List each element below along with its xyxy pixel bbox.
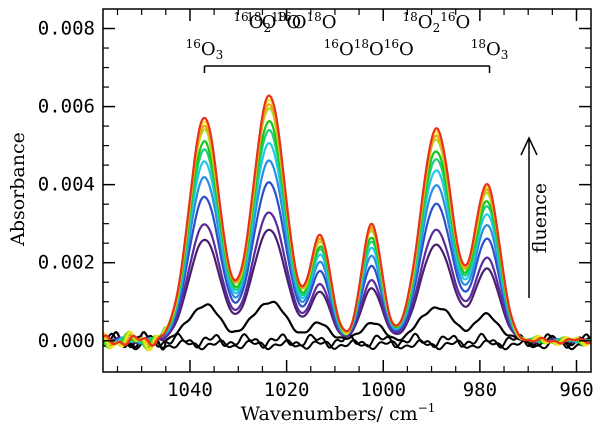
isotopomer-label-part: O <box>322 12 337 33</box>
x-tick-label: 980 <box>463 379 497 401</box>
plot-frame <box>102 8 592 373</box>
isotopomer-label-part: O <box>399 39 414 60</box>
isotopomer-label-part: 18 <box>271 10 286 24</box>
isotopomer-label-part: O <box>369 39 384 60</box>
isotopomer-label-part: 16 <box>440 10 455 24</box>
baseline-trace <box>103 339 591 351</box>
isotopomer-label: 18O16O18O <box>246 10 336 33</box>
isotopomer-label-part: O <box>486 39 501 60</box>
series-line <box>103 94 591 347</box>
x-axis-label-text: Wavenumbers/ cm <box>241 403 418 425</box>
isotopomer-label-part: 18 <box>403 10 418 24</box>
isotopomer-label-part: 16 <box>276 10 291 24</box>
isotopomer-label-part: 2 <box>263 21 271 35</box>
x-tick-label: 1000 <box>360 379 406 401</box>
series-layer <box>103 94 591 352</box>
isotopomer-label-part: 16 <box>324 37 339 51</box>
y-tick-label: 0.002 <box>38 252 95 274</box>
isotopomer-label-part: 16 <box>186 37 201 51</box>
y-axis-label: Absorbance <box>7 132 29 247</box>
fluence-label: fluence <box>529 183 551 253</box>
isotopomer-label: 16O3 <box>186 37 224 62</box>
isotopomer-label: 18O3 <box>471 37 509 62</box>
y-tick-label: 0.004 <box>38 174 95 196</box>
x-tick-label: 1040 <box>167 379 213 401</box>
isotopomer-label-part: O <box>286 12 301 33</box>
isotopomer-label-part: 3 <box>501 48 509 62</box>
isotopomer-label-part: O <box>339 39 354 60</box>
y-tick-label: 0.000 <box>38 330 95 352</box>
isotopomer-label-part: 16 <box>233 10 248 24</box>
series-line <box>103 211 591 345</box>
isotopomer-label-part: O <box>262 12 277 33</box>
fluence-arrow-head <box>520 136 538 156</box>
x-tick-label: 1020 <box>264 379 310 401</box>
y-tick-label: 0.008 <box>38 18 95 40</box>
annotation-layer: 16O316O218O18O16O18O16O18O16O18O216O18O3… <box>186 10 551 298</box>
isotopomer-label-part: 16 <box>384 37 399 51</box>
isotopomer-label-part: O <box>292 12 307 33</box>
x-axis-label: Wavenumbers/ cm−1 <box>241 401 436 425</box>
isotopomer-label: 16O18O16O <box>324 37 414 60</box>
isotopomer-label: 16O218O <box>233 10 301 35</box>
isotopomer-label-part: 18 <box>471 37 486 51</box>
isotopomer-label-part: 18 <box>306 10 321 24</box>
x-axis-label-exponent: −1 <box>418 401 436 415</box>
isotopomer-label-part: O <box>249 12 264 33</box>
y-tick-label: 0.006 <box>38 96 95 118</box>
isotopomer-label-part: O <box>455 12 470 33</box>
isotopomer-label-part: 18 <box>354 37 369 51</box>
series-line <box>103 300 591 351</box>
isotopomer-label-part: 3 <box>216 48 224 62</box>
isotopomer-label-part: O <box>201 39 216 60</box>
isotopomer-label-part: O <box>418 12 433 33</box>
x-tick-label: 960 <box>559 379 593 401</box>
isotopomer-label-part: 2 <box>433 21 441 35</box>
isotopomer-label-part: 18 <box>246 10 261 24</box>
axis-layer: 0.000 0.002 0.004 0.006 0.008 1040 1020 1000 980… <box>38 9 594 401</box>
isotopomer-label: 18O216O <box>403 10 471 35</box>
